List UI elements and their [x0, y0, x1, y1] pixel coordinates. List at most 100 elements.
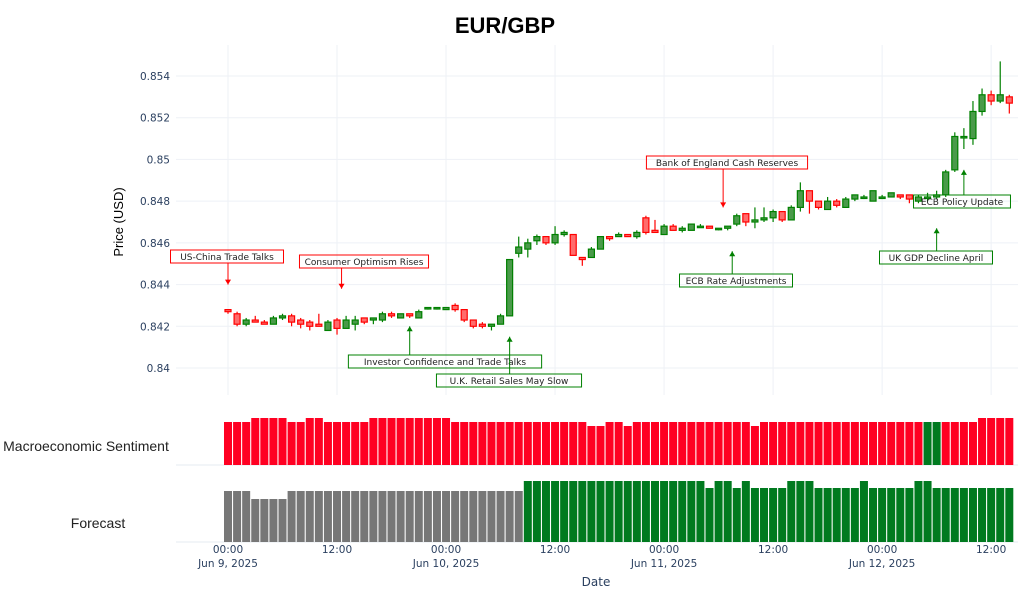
candle — [406, 313, 414, 318]
sentiment-bar — [260, 418, 269, 465]
x-tick-time: 00:00 — [649, 544, 679, 556]
x-axis-title: Date — [582, 575, 611, 589]
forecast-bar — [532, 481, 541, 542]
candle — [896, 194, 904, 200]
forecast-bar — [414, 491, 423, 542]
forecast-bar — [378, 491, 387, 542]
forecast-bar — [369, 491, 378, 542]
candle — [287, 313, 296, 327]
sentiment-bar — [805, 422, 814, 465]
sentiment-bar — [224, 422, 232, 465]
forecast-bar — [905, 488, 914, 542]
candle — [433, 306, 441, 310]
candle — [687, 223, 695, 231]
forecast-bar — [251, 499, 260, 542]
candle — [960, 128, 968, 150]
candle — [805, 190, 814, 214]
sentiment-bar — [832, 422, 841, 465]
forecast-bar — [696, 481, 705, 542]
sentiment-bar — [741, 422, 750, 465]
forecast-bar — [278, 499, 287, 542]
y-tick-label: 0.852 — [140, 113, 170, 125]
candle — [342, 315, 350, 329]
sentiment-bar — [478, 422, 487, 465]
candle — [678, 226, 686, 233]
sentiment-bar — [333, 422, 342, 465]
forecast-bar — [333, 491, 342, 542]
sentiment-bar — [251, 418, 260, 465]
forecast-bar — [442, 491, 451, 542]
forecast-bar — [360, 491, 369, 542]
sentiment-bar — [551, 422, 560, 465]
forecast-bar — [569, 481, 578, 542]
forecast-bar — [396, 491, 405, 542]
sentiment-bar — [941, 422, 950, 465]
candle — [742, 213, 750, 227]
sentiment-bar — [769, 422, 778, 465]
forecast-bar — [305, 491, 314, 542]
forecast-bar — [505, 491, 514, 542]
candle — [442, 306, 450, 311]
candle — [333, 317, 341, 335]
sentiment-bar — [1005, 418, 1014, 465]
sentiment-bar — [705, 422, 714, 465]
arrow-icon — [933, 228, 940, 234]
arrow-icon — [960, 169, 967, 175]
sentiment-bar — [687, 422, 696, 465]
candle — [642, 215, 650, 235]
sentiment-bars — [176, 418, 1018, 466]
forecast-bar — [687, 481, 696, 542]
forecast-bar — [723, 481, 732, 542]
candle — [996, 61, 1004, 104]
forecast-bar — [959, 488, 968, 542]
sentiment-bar — [387, 418, 396, 465]
forecast-bar — [769, 488, 778, 542]
candle — [278, 313, 287, 321]
sentiment-bar — [760, 422, 769, 465]
sentiment-bar — [914, 422, 923, 465]
forecast-bar — [741, 481, 750, 542]
sentiment-bar — [378, 418, 387, 465]
forecast-bar — [760, 488, 769, 542]
sentiment-bar — [696, 422, 705, 465]
x-axis: 00:00 Jun 9, 2025 12:00 00:00 Jun 10, 2025 12… — [197, 544, 1006, 570]
sentiment-bar — [578, 422, 587, 465]
sentiment-bar — [660, 422, 669, 465]
sentiment-bar — [514, 422, 523, 465]
y-tick-label: 0.854 — [140, 71, 170, 83]
forecast-bar — [859, 481, 868, 542]
svg-text:ECB Rate Adjustments: ECB Rate Adjustments — [686, 277, 787, 287]
forecast-bar — [714, 481, 723, 542]
candle — [487, 323, 496, 331]
sentiment-bar — [587, 426, 596, 465]
forecast-bar — [351, 491, 360, 542]
forecast-bar — [578, 481, 587, 542]
forecast-bar — [950, 488, 959, 542]
forecast-bar — [496, 491, 505, 542]
candle — [233, 311, 241, 327]
candle — [578, 256, 586, 266]
candle — [842, 196, 850, 209]
forecast-bar — [614, 481, 623, 542]
candle — [869, 190, 877, 202]
forecast-bar — [487, 491, 496, 542]
candle — [560, 230, 568, 237]
candle — [478, 322, 486, 329]
sentiment-bar — [396, 418, 405, 465]
forecast-bar — [996, 488, 1005, 542]
sentiment-bar — [923, 422, 932, 465]
sentiment-bar — [605, 422, 614, 465]
candle — [887, 192, 895, 198]
candle — [905, 194, 913, 204]
candle — [878, 194, 886, 200]
forecast-bar — [650, 481, 659, 542]
x-tick-date: Jun 10, 2025 — [412, 558, 480, 570]
forecast-bar — [551, 481, 560, 542]
candle — [533, 234, 541, 245]
forecast-bar — [451, 491, 460, 542]
forecast-bar — [805, 481, 814, 542]
candle — [605, 236, 614, 241]
sentiment-bar — [978, 418, 987, 465]
sentiment-bar — [569, 422, 578, 465]
x-tick-time: 12:00 — [976, 544, 1006, 556]
